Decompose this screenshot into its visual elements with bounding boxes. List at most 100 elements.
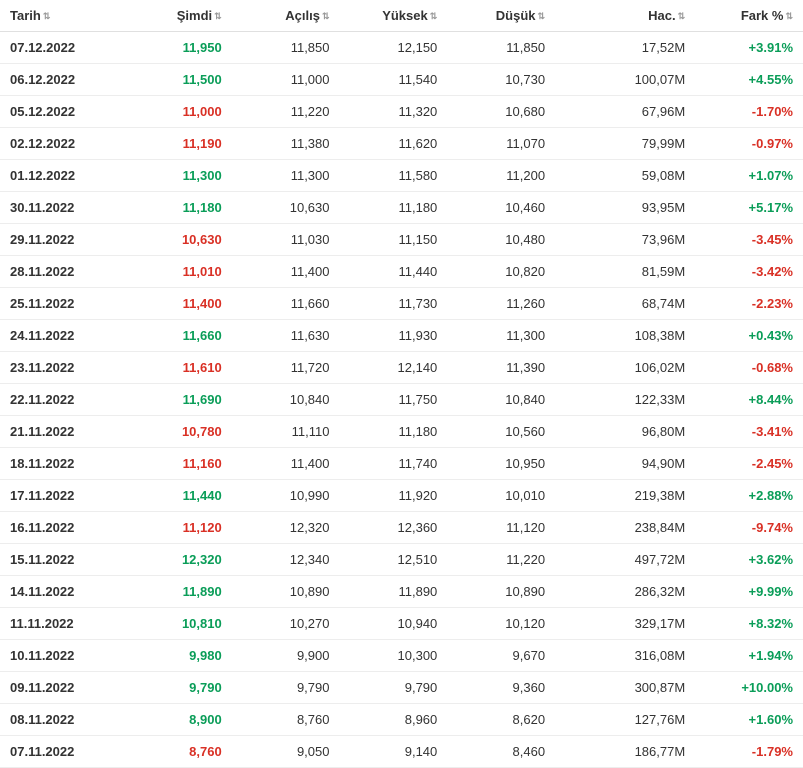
- col-header-high[interactable]: Yüksek⇅: [340, 0, 448, 32]
- table-row[interactable]: 18.11.202211,16011,40011,74010,95094,90M…: [0, 448, 803, 480]
- table-row[interactable]: 23.11.202211,61011,72012,14011,390106,02…: [0, 352, 803, 384]
- cell-low: 10,120: [447, 608, 555, 640]
- cell-vol: 73,96M: [555, 224, 695, 256]
- cell-open: 10,270: [232, 608, 340, 640]
- cell-open: 9,790: [232, 672, 340, 704]
- cell-low: 8,620: [447, 704, 555, 736]
- cell-low: 9,360: [447, 672, 555, 704]
- col-header-open[interactable]: Açılış⇅: [232, 0, 340, 32]
- cell-change: -0.68%: [695, 352, 803, 384]
- cell-high: 11,540: [340, 64, 448, 96]
- table-row[interactable]: 16.11.202211,12012,32012,36011,120238,84…: [0, 512, 803, 544]
- table-row[interactable]: 10.11.20229,9809,90010,3009,670316,08M+1…: [0, 640, 803, 672]
- table-row[interactable]: 07.12.202211,95011,85012,15011,85017,52M…: [0, 32, 803, 64]
- cell-high: 11,890: [340, 576, 448, 608]
- cell-change: +10.00%: [695, 672, 803, 704]
- cell-low: 11,390: [447, 352, 555, 384]
- cell-change: +0.43%: [695, 320, 803, 352]
- cell-now: 11,660: [124, 320, 232, 352]
- table-row[interactable]: 28.11.202211,01011,40011,44010,82081,59M…: [0, 256, 803, 288]
- table-row[interactable]: 06.12.202211,50011,00011,54010,730100,07…: [0, 64, 803, 96]
- cell-high: 11,740: [340, 448, 448, 480]
- cell-date: 15.11.2022: [0, 544, 124, 576]
- cell-vol: 96,80M: [555, 416, 695, 448]
- table-row[interactable]: 11.11.202210,81010,27010,94010,120329,17…: [0, 608, 803, 640]
- cell-open: 12,320: [232, 512, 340, 544]
- cell-vol: 122,33M: [555, 384, 695, 416]
- table-row[interactable]: 15.11.202212,32012,34012,51011,220497,72…: [0, 544, 803, 576]
- cell-vol: 59,08M: [555, 160, 695, 192]
- col-header-vol[interactable]: Hac.⇅: [555, 0, 695, 32]
- cell-change: -2.23%: [695, 288, 803, 320]
- cell-change: -3.42%: [695, 256, 803, 288]
- cell-open: 11,720: [232, 352, 340, 384]
- table-row[interactable]: 09.11.20229,7909,7909,7909,360300,87M+10…: [0, 672, 803, 704]
- sort-icon: ⇅: [678, 12, 686, 21]
- table-row[interactable]: 05.12.202211,00011,22011,32010,68067,96M…: [0, 96, 803, 128]
- col-header-label: Şimdi: [177, 8, 212, 23]
- cell-low: 10,890: [447, 576, 555, 608]
- table-row[interactable]: 29.11.202210,63011,03011,15010,48073,96M…: [0, 224, 803, 256]
- cell-vol: 17,52M: [555, 32, 695, 64]
- table-row[interactable]: 08.11.20228,9008,7608,9608,620127,76M+1.…: [0, 704, 803, 736]
- cell-open: 11,220: [232, 96, 340, 128]
- cell-date: 18.11.2022: [0, 448, 124, 480]
- cell-now: 8,760: [124, 736, 232, 768]
- cell-high: 11,320: [340, 96, 448, 128]
- cell-vol: 108,38M: [555, 320, 695, 352]
- table-row[interactable]: 25.11.202211,40011,66011,73011,26068,74M…: [0, 288, 803, 320]
- cell-high: 8,960: [340, 704, 448, 736]
- cell-open: 9,900: [232, 640, 340, 672]
- col-header-date[interactable]: Tarih⇅: [0, 0, 124, 32]
- table-row[interactable]: 17.11.202211,44010,99011,92010,010219,38…: [0, 480, 803, 512]
- cell-date: 09.11.2022: [0, 672, 124, 704]
- cell-now: 11,400: [124, 288, 232, 320]
- col-header-low[interactable]: Düşük⇅: [447, 0, 555, 32]
- table-row[interactable]: 01.12.202211,30011,30011,58011,20059,08M…: [0, 160, 803, 192]
- cell-open: 9,050: [232, 736, 340, 768]
- sort-icon: ⇅: [322, 12, 330, 21]
- table-row[interactable]: 02.12.202211,19011,38011,62011,07079,99M…: [0, 128, 803, 160]
- table-row[interactable]: 14.11.202211,89010,89011,89010,890286,32…: [0, 576, 803, 608]
- cell-now: 11,440: [124, 480, 232, 512]
- table-row[interactable]: 24.11.202211,66011,63011,93011,300108,38…: [0, 320, 803, 352]
- cell-low: 11,200: [447, 160, 555, 192]
- table-body: 07.12.202211,95011,85012,15011,85017,52M…: [0, 32, 803, 768]
- col-header-chg[interactable]: Fark %⇅: [695, 0, 803, 32]
- cell-now: 11,000: [124, 96, 232, 128]
- cell-now: 9,980: [124, 640, 232, 672]
- cell-low: 10,840: [447, 384, 555, 416]
- cell-now: 11,500: [124, 64, 232, 96]
- cell-high: 12,360: [340, 512, 448, 544]
- cell-date: 28.11.2022: [0, 256, 124, 288]
- cell-open: 11,030: [232, 224, 340, 256]
- cell-open: 11,380: [232, 128, 340, 160]
- col-header-now[interactable]: Şimdi⇅: [124, 0, 232, 32]
- cell-date: 23.11.2022: [0, 352, 124, 384]
- cell-date: 17.11.2022: [0, 480, 124, 512]
- cell-high: 11,750: [340, 384, 448, 416]
- cell-change: -9.74%: [695, 512, 803, 544]
- cell-now: 10,780: [124, 416, 232, 448]
- table-row[interactable]: 22.11.202211,69010,84011,75010,840122,33…: [0, 384, 803, 416]
- table-row[interactable]: 21.11.202210,78011,11011,18010,56096,80M…: [0, 416, 803, 448]
- cell-vol: 106,02M: [555, 352, 695, 384]
- cell-open: 11,110: [232, 416, 340, 448]
- col-header-label: Tarih: [10, 8, 41, 23]
- table-row[interactable]: 07.11.20228,7609,0509,1408,460186,77M-1.…: [0, 736, 803, 768]
- cell-change: +3.62%: [695, 544, 803, 576]
- cell-now: 11,190: [124, 128, 232, 160]
- cell-open: 11,000: [232, 64, 340, 96]
- sort-icon: ⇅: [430, 12, 438, 21]
- cell-change: -2.45%: [695, 448, 803, 480]
- cell-open: 11,400: [232, 256, 340, 288]
- cell-vol: 67,96M: [555, 96, 695, 128]
- cell-change: +1.60%: [695, 704, 803, 736]
- cell-high: 11,580: [340, 160, 448, 192]
- cell-now: 11,160: [124, 448, 232, 480]
- cell-date: 01.12.2022: [0, 160, 124, 192]
- cell-now: 12,320: [124, 544, 232, 576]
- table-row[interactable]: 30.11.202211,18010,63011,18010,46093,95M…: [0, 192, 803, 224]
- cell-open: 11,850: [232, 32, 340, 64]
- cell-change: +8.32%: [695, 608, 803, 640]
